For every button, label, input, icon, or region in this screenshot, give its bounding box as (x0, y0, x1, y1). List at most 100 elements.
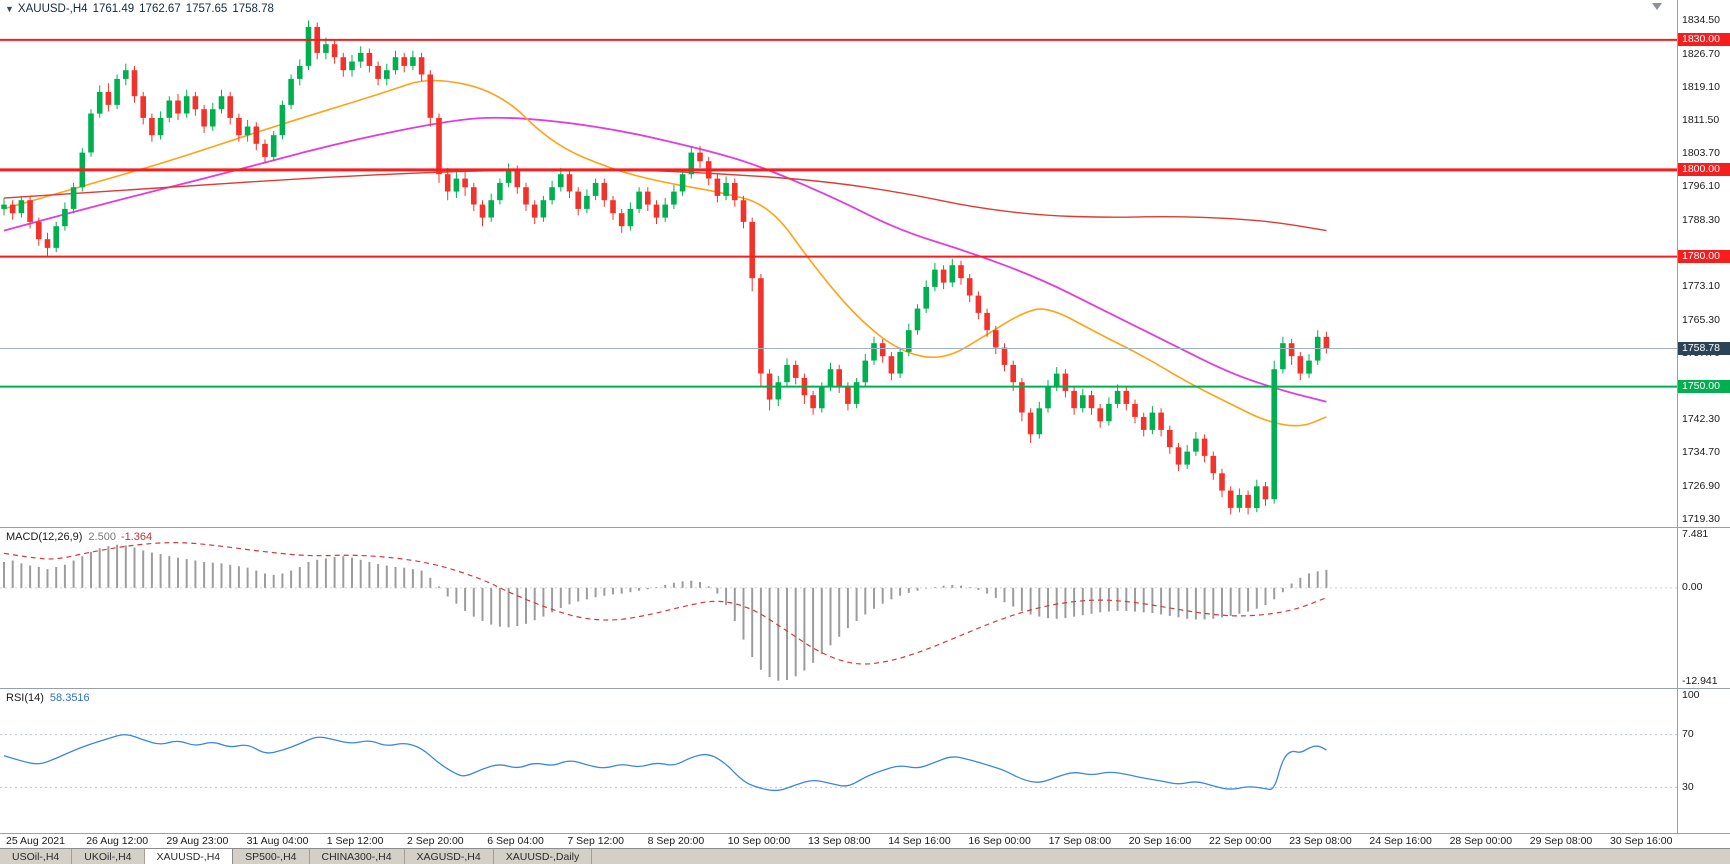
symbol-dropdown-icon[interactable]: ▼ (5, 4, 14, 14)
candlestick (131, 65, 138, 103)
candle-body (923, 286, 929, 309)
candle-body (879, 343, 886, 357)
candle-body (505, 169, 512, 183)
candlestick (1001, 343, 1008, 372)
candlestick (1132, 399, 1138, 424)
candle-body (966, 278, 973, 296)
candlestick (88, 109, 94, 157)
candle-body (688, 152, 695, 175)
candlestick (879, 338, 886, 363)
candlestick (810, 390, 816, 415)
candlestick (349, 55, 355, 77)
candle-body (1062, 373, 1069, 391)
macd-name: MACD(12,26,9) (6, 531, 83, 543)
chart-tab-ukoil-h4[interactable]: UKOil-,H4 (72, 849, 145, 864)
price-chart-plot[interactable] (0, 0, 1677, 527)
chart-tab-xauusd-h4[interactable]: XAUUSD-,H4 (144, 849, 234, 864)
price-axis[interactable]: 1834.50 1826.70 1819.10 1811.50 1803.70 1796.… (1677, 0, 1730, 527)
price-line-flag: 1780.00 (1678, 250, 1730, 264)
rsi-tick-label: 70 (1682, 728, 1694, 741)
time-axis-label: 30 Sep 16:00 (1610, 835, 1673, 847)
candle-body (584, 195, 590, 209)
candle-body (123, 70, 129, 79)
time-axis-label: 1 Sep 12:00 (326, 835, 384, 847)
chart-tab-china300-h4[interactable]: CHINA300-,H4 (309, 849, 405, 864)
candle-body (357, 52, 364, 62)
time-axis-label: 13 Sep 08:00 (808, 835, 871, 847)
candle-body (758, 278, 764, 374)
candle-body (523, 187, 529, 205)
candle-body (1, 204, 7, 209)
candle-body (531, 204, 538, 218)
candlestick (157, 111, 164, 140)
candlestick (627, 202, 634, 231)
macd-axis[interactable]: 7.481 0.00 -12.941 (1677, 528, 1730, 688)
candle-body (105, 91, 112, 105)
candlestick (279, 100, 286, 140)
candle-body (9, 204, 16, 214)
candlestick (62, 202, 68, 231)
symbol-timeframe-label: XAUUSD-,H4 (17, 3, 88, 15)
candlestick (775, 375, 782, 407)
candle-body (392, 57, 399, 71)
rsi-plot[interactable] (0, 689, 1677, 833)
candlestick (575, 187, 581, 216)
macd-tick-label: 7.481 (1682, 528, 1709, 540)
candlestick (505, 163, 512, 188)
candle-body (175, 100, 181, 114)
candlestick (1158, 408, 1164, 437)
candlestick (888, 351, 895, 381)
rsi-axis[interactable]: 100 70 30 (1677, 689, 1730, 833)
candle-body (697, 152, 703, 162)
ma-red-line (3, 168, 1327, 232)
chart-shift-marker[interactable] (1652, 3, 1662, 10)
time-axis-label: 10 Sep 00:00 (727, 835, 791, 847)
candlestick (201, 104, 207, 134)
candlestick (897, 347, 903, 378)
ohlc-high: 1762.67 (139, 3, 181, 15)
chart-tab-sp500-h4[interactable]: SP500-,H4 (233, 849, 310, 864)
candle-body (575, 191, 581, 209)
macd-tick-label: -12.941 (1682, 674, 1718, 687)
candlestick (149, 113, 155, 142)
chart-tab-usoil-h4[interactable]: USOil-,H4 (0, 849, 73, 864)
candle-body (888, 356, 895, 374)
time-axis-label: 20 Sep 16:00 (1128, 835, 1192, 847)
candle-body (627, 208, 634, 227)
candle-body (131, 70, 138, 97)
candle-body (479, 204, 486, 218)
candle-body (1306, 360, 1312, 374)
chart-tab-bar: USOil-,H4 UKOil-,H4 XAUUSD-,H4 SP500-,H4 CHI… (0, 848, 1730, 864)
candle-body (636, 191, 642, 209)
candle-body (453, 178, 460, 192)
macd-plot[interactable] (0, 528, 1677, 688)
candle-body (270, 135, 277, 157)
candlestick (792, 360, 799, 385)
candlestick (9, 200, 16, 220)
candlestick (723, 176, 729, 201)
candle-body (1106, 403, 1112, 422)
candlestick (1193, 432, 1199, 456)
candle-body (1175, 447, 1182, 465)
candle-body (227, 96, 233, 118)
candlestick (18, 195, 25, 218)
candlestick (523, 182, 529, 212)
candlestick (1097, 403, 1103, 428)
candle-body (514, 169, 521, 188)
time-axis[interactable]: 25 Aug 2021 26 Aug 12:00 29 Aug 23:00 31 Au… (0, 834, 1730, 848)
candlestick (210, 102, 216, 131)
ohlc-open: 1761.49 (92, 3, 135, 15)
candle-body (601, 182, 608, 201)
candle-body (236, 117, 242, 136)
chart-tab-xauusd-daily[interactable]: XAUUSD-,Daily (493, 849, 593, 864)
current-price-flag: 1758.78 (1678, 342, 1730, 356)
candlestick (1297, 351, 1304, 381)
candle-body (323, 44, 329, 53)
candlestick (1019, 377, 1025, 422)
candle-body (906, 330, 912, 352)
candle-body (836, 369, 842, 387)
chart-tab-xagusd-h4[interactable]: XAGUSD-,H4 (404, 849, 494, 864)
rsi-tick-label: 100 (1682, 689, 1700, 701)
candle-body (810, 395, 816, 409)
candlestick (1123, 386, 1130, 411)
